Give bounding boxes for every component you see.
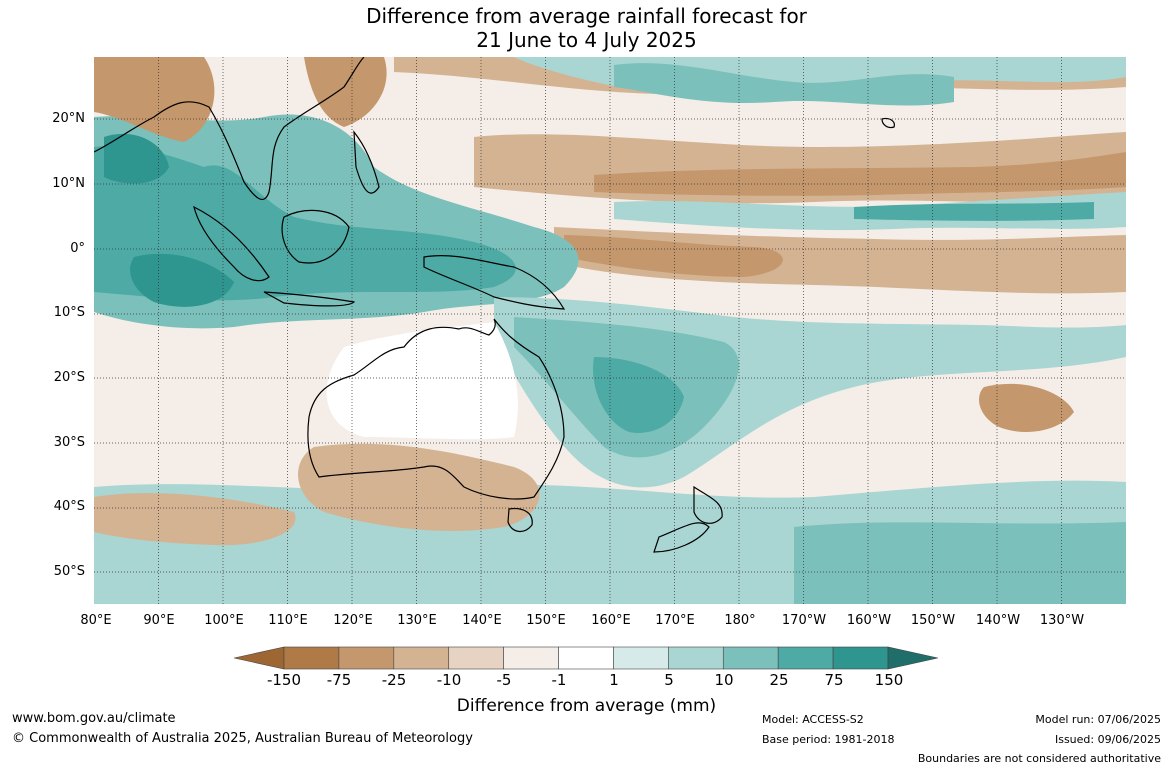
colorbar-tick: -10 bbox=[436, 671, 462, 689]
title-line-2: 21 June to 4 July 2025 bbox=[476, 28, 697, 52]
equatorial-dry-core-south bbox=[564, 235, 783, 277]
lon-label-170w: 170°W bbox=[781, 613, 827, 628]
colorbar-tick: 5 bbox=[664, 671, 674, 689]
colorbar-cell bbox=[503, 646, 559, 670]
lon-label-80e: 80°E bbox=[80, 613, 112, 628]
lat-label-30s: 30°S bbox=[53, 435, 85, 450]
indian-ocean-wet-max bbox=[130, 253, 234, 307]
lon-label-140w: 140°W bbox=[975, 613, 1021, 628]
borneo-coastline bbox=[281, 209, 350, 264]
lat-label-10s: 10°S bbox=[53, 305, 85, 320]
lat-label-40s: 40°S bbox=[53, 499, 85, 514]
colorbar-svg bbox=[233, 646, 939, 670]
lon-label-160e: 160°E bbox=[591, 613, 631, 628]
sumatra-coastline bbox=[193, 205, 270, 282]
map-title: Difference from average rainfall forecas… bbox=[0, 4, 1173, 52]
issued-text: Issued: 09/06/2025 bbox=[1054, 733, 1161, 746]
colorbar-tick: -150 bbox=[266, 671, 302, 689]
colorbar-tick: -75 bbox=[326, 671, 352, 689]
hawaii-islands bbox=[881, 117, 895, 129]
south-china-sea-dry bbox=[304, 57, 387, 127]
map-canvas bbox=[94, 57, 1126, 604]
colorbar-cell bbox=[338, 646, 395, 670]
copyright-text: © Commonwealth of Australia 2025, Austra… bbox=[12, 731, 473, 746]
lon-label-150w: 150°W bbox=[910, 613, 956, 628]
graticule bbox=[94, 57, 1126, 604]
lon-label-170e: 170°E bbox=[655, 613, 695, 628]
colorbar-tick: -5 bbox=[496, 671, 512, 689]
tasmania-coastline bbox=[507, 507, 533, 532]
model-text: Model: ACCESS-S2 bbox=[762, 713, 864, 726]
lat-label-10n: 10°N bbox=[52, 176, 85, 191]
website-text: www.bom.gov.au/climate bbox=[12, 711, 176, 726]
colorbar-cell bbox=[668, 646, 724, 670]
new-guinea-coastline bbox=[423, 255, 566, 310]
lon-label-100e: 100°E bbox=[204, 613, 244, 628]
lon-label-160w: 160°W bbox=[846, 613, 892, 628]
rainfall-anomaly-map bbox=[94, 57, 1126, 604]
colorbar-cell bbox=[558, 646, 614, 670]
lon-label-90e: 90°E bbox=[143, 613, 175, 628]
colorbar-tick: 150 bbox=[874, 671, 904, 689]
equatorial-dry-band-south bbox=[554, 227, 1126, 294]
colorbar-tick: -25 bbox=[381, 671, 407, 689]
lon-label-130w: 130°W bbox=[1039, 613, 1085, 628]
australia-coastline bbox=[307, 318, 565, 500]
philippines-coastline bbox=[353, 130, 380, 194]
colorbar-cell bbox=[448, 646, 504, 670]
lon-label-150e: 150°E bbox=[526, 613, 566, 628]
equatorial-teal-core bbox=[854, 202, 1094, 221]
north-pacific-teal bbox=[614, 63, 954, 106]
boundaries-note: Boundaries are not considered authoritat… bbox=[917, 752, 1161, 765]
lat-label-20s: 20°S bbox=[53, 370, 85, 385]
new-zealand-coastline bbox=[653, 485, 723, 553]
bay-of-bengal-wet-max bbox=[104, 133, 169, 184]
base-period-text: Base period: 1981-2018 bbox=[762, 733, 895, 746]
colorbar-arrow-low bbox=[233, 646, 285, 670]
lon-label-120e: 120°E bbox=[333, 613, 373, 628]
colorbar-cell bbox=[832, 646, 889, 670]
colorbar-tick: 25 bbox=[769, 671, 789, 689]
itcz-dry-core-north bbox=[594, 152, 1126, 196]
colorbar-cell bbox=[777, 646, 834, 670]
indochina-dry bbox=[94, 57, 215, 142]
colorbar bbox=[233, 645, 939, 671]
colorbar-tick: 10 bbox=[714, 671, 734, 689]
lon-label-180: 180° bbox=[724, 613, 756, 628]
lon-label-140e: 140°E bbox=[462, 613, 502, 628]
lat-label-0: 0° bbox=[70, 241, 85, 256]
lat-label-20n: 20°N bbox=[52, 111, 85, 126]
colorbar-cell bbox=[393, 646, 450, 670]
colorbar-cell bbox=[613, 646, 669, 670]
australia-south-dry bbox=[297, 443, 540, 532]
lon-label-130e: 130°E bbox=[397, 613, 437, 628]
colorbar-label: Difference from average (mm) bbox=[456, 696, 717, 716]
east-pacific-dry-patch bbox=[979, 383, 1074, 432]
colorbar-cells bbox=[283, 646, 889, 670]
lon-label-110e: 110°E bbox=[268, 613, 308, 628]
coral-sea-wet-max bbox=[593, 357, 684, 433]
colorbar-cell bbox=[722, 646, 779, 670]
mainland-asia-coastline bbox=[94, 57, 365, 200]
australia-interior-neutral bbox=[326, 322, 518, 440]
colorbar-tick: -1 bbox=[551, 671, 567, 689]
java-coastline bbox=[263, 291, 356, 307]
southern-ocean-teal-core bbox=[794, 522, 1126, 604]
title-line-1: Difference from average rainfall forecas… bbox=[366, 4, 807, 28]
colorbar-arrow-high bbox=[887, 646, 939, 670]
model-run-text: Model run: 07/06/2025 bbox=[1035, 713, 1161, 726]
colorbar-tick: 1 bbox=[609, 671, 619, 689]
lat-label-50s: 50°S bbox=[53, 564, 85, 579]
colorbar-cell bbox=[283, 646, 340, 670]
indian-ocean-south-dry bbox=[94, 492, 296, 546]
colorbar-tick: 75 bbox=[824, 671, 844, 689]
